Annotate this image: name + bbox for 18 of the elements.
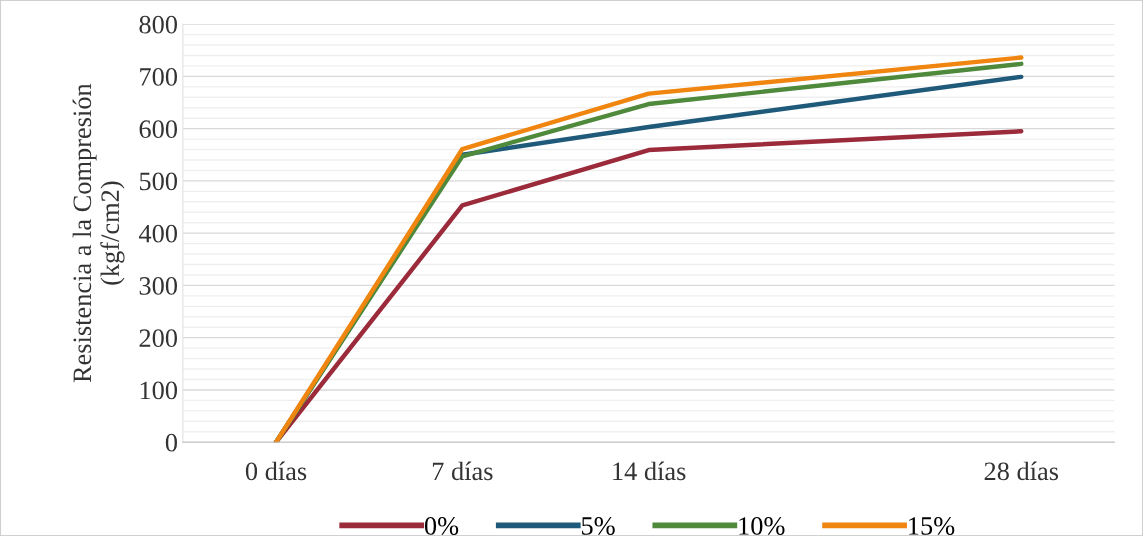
y-tick-label: 0 <box>165 433 178 452</box>
y-tick-label: 200 <box>139 329 178 348</box>
legend-label: 0% <box>424 517 459 535</box>
x-tick-label: 0 días <box>245 461 307 481</box>
y-tick-label: 100 <box>140 381 178 400</box>
y-axis-title: Resistencia a la Compresión (kgf/cm2) <box>72 83 125 383</box>
x-tick-label: 7 días <box>432 461 493 481</box>
legend-label: 10% <box>739 517 785 535</box>
y-tick-label: 500 <box>139 172 178 191</box>
legend-label: 15% <box>909 517 955 535</box>
x-tick-label: 28 días <box>984 461 1059 481</box>
y-tick-label: 700 <box>140 67 178 86</box>
y-tick-label: 600 <box>139 120 178 139</box>
legend-label: 5% <box>582 517 615 535</box>
y-tick-label: 300 <box>139 277 178 295</box>
x-tick-label: 14 días <box>613 461 686 481</box>
y-tick-label: 400 <box>138 224 178 243</box>
y-tick-label: 800 <box>139 15 178 34</box>
